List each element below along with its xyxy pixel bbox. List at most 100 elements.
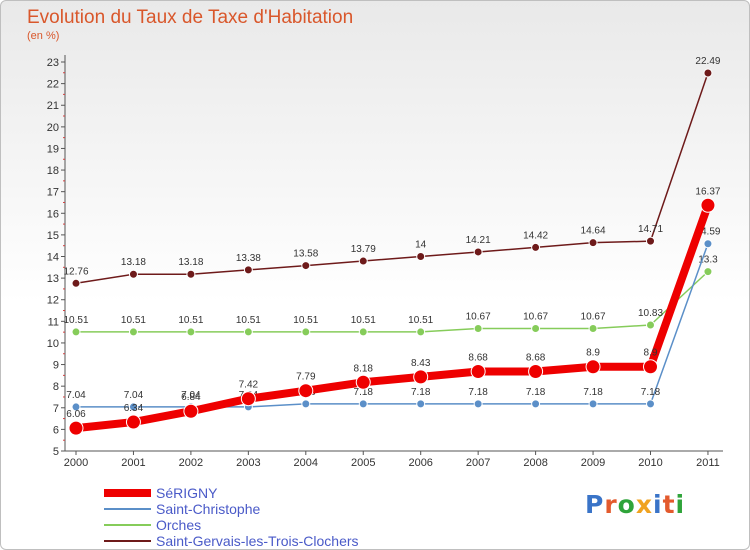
data-point xyxy=(358,399,368,409)
data-label: 10.67 xyxy=(581,311,606,322)
logo-letter: i xyxy=(675,490,686,519)
data-point xyxy=(531,323,541,333)
data-label: 14 xyxy=(415,240,427,251)
data-point xyxy=(703,239,713,249)
y-tick-label: 6 xyxy=(53,424,59,436)
data-label: 13.58 xyxy=(293,249,318,260)
data-label: 7.79 xyxy=(296,372,316,383)
data-label: 10.51 xyxy=(351,315,376,326)
data-label: 7.18 xyxy=(526,387,546,398)
data-label: 13.18 xyxy=(178,257,203,268)
data-label: 13.38 xyxy=(236,253,261,264)
data-label: 10.51 xyxy=(63,315,88,326)
data-point xyxy=(186,269,196,279)
data-label: 10.83 xyxy=(638,308,663,319)
data-point xyxy=(416,252,426,261)
data-label: 6.06 xyxy=(66,409,86,420)
y-tick-label: 15 xyxy=(47,230,59,242)
x-tick-label: 2011 xyxy=(696,457,720,469)
data-label: 10.51 xyxy=(408,315,433,326)
y-tick-label: 9 xyxy=(53,360,59,372)
series-line xyxy=(75,72,709,285)
logo-letter: o xyxy=(617,490,636,519)
data-label: 10.51 xyxy=(293,315,318,326)
legend-label: Saint-Gervais-les-Trois-Clochers xyxy=(156,533,359,549)
data-label: 7.18 xyxy=(641,387,661,398)
y-tick-label: 13 xyxy=(47,273,59,285)
data-point xyxy=(298,383,314,399)
data-point xyxy=(128,269,138,279)
x-tick-label: 2000 xyxy=(64,457,88,469)
data-label: 6.84 xyxy=(181,392,201,403)
y-tick-label: 10 xyxy=(47,338,59,350)
legend-label: Orches xyxy=(156,517,201,533)
data-point xyxy=(643,359,658,375)
x-tick-label: 2002 xyxy=(179,457,203,469)
data-point xyxy=(301,261,311,271)
y-tick-label: 20 xyxy=(47,122,59,134)
data-label: 13.18 xyxy=(121,257,146,268)
x-tick-label: 2007 xyxy=(466,457,490,469)
data-point xyxy=(703,68,713,78)
data-point xyxy=(473,247,483,257)
data-point xyxy=(68,420,84,436)
data-point xyxy=(183,403,199,419)
data-point xyxy=(585,359,601,375)
data-label: 6.34 xyxy=(124,403,144,414)
x-tick-label: 2004 xyxy=(294,457,318,469)
data-point xyxy=(301,327,311,337)
series-line xyxy=(75,242,709,408)
series-line xyxy=(75,270,709,333)
y-tick-label: 19 xyxy=(47,143,59,155)
data-point xyxy=(71,278,81,288)
data-point xyxy=(470,363,486,379)
logo-letter: r xyxy=(604,490,618,519)
y-tick-label: 12 xyxy=(47,295,59,307)
data-label: 8.68 xyxy=(468,352,488,363)
y-tick-label: 11 xyxy=(48,316,59,328)
data-label: 12.76 xyxy=(63,266,88,277)
x-tick-label: 2001 xyxy=(121,457,145,469)
data-label: 10.51 xyxy=(178,315,203,326)
data-point xyxy=(588,238,598,248)
data-label: 7.18 xyxy=(583,387,603,398)
data-label: 14.64 xyxy=(581,226,606,237)
data-label: 10.51 xyxy=(236,315,261,326)
data-label: 7.04 xyxy=(181,390,201,401)
data-point xyxy=(588,399,598,409)
data-label: 7.18 xyxy=(468,387,488,398)
data-label: 14.42 xyxy=(523,230,548,241)
legend-label: Saint-Christophe xyxy=(156,501,260,517)
y-tick-label: 14 xyxy=(47,252,59,264)
logo-letter: P xyxy=(585,490,605,519)
data-label: 7.04 xyxy=(66,390,86,401)
logo-letter: x xyxy=(635,490,653,519)
data-point xyxy=(700,197,716,213)
chart-subtitle: (en %) xyxy=(27,30,60,42)
data-label: 10.67 xyxy=(466,311,491,322)
data-point xyxy=(125,414,141,430)
data-label: 7.18 xyxy=(354,387,374,398)
data-label: 7.18 xyxy=(411,387,431,398)
data-label: 8.9 xyxy=(586,348,600,359)
data-label: 8.43 xyxy=(411,358,431,369)
data-point xyxy=(528,363,544,379)
data-label: 13.79 xyxy=(351,244,376,255)
x-tick-label: 2010 xyxy=(638,457,662,469)
data-point xyxy=(358,327,368,337)
y-tick-label: 17 xyxy=(47,187,59,199)
data-point xyxy=(240,391,256,407)
series-line xyxy=(72,201,712,433)
data-label: 14.71 xyxy=(638,224,663,235)
data-point xyxy=(186,327,196,337)
data-point xyxy=(531,399,541,409)
y-tick-label: 18 xyxy=(47,165,59,177)
data-point xyxy=(413,369,429,385)
x-tick-label: 2003 xyxy=(236,457,260,469)
data-point xyxy=(301,399,311,409)
data-point xyxy=(71,327,81,337)
x-tick-label: 2006 xyxy=(408,457,432,469)
data-point xyxy=(358,256,368,266)
data-label: 22.49 xyxy=(695,56,720,67)
